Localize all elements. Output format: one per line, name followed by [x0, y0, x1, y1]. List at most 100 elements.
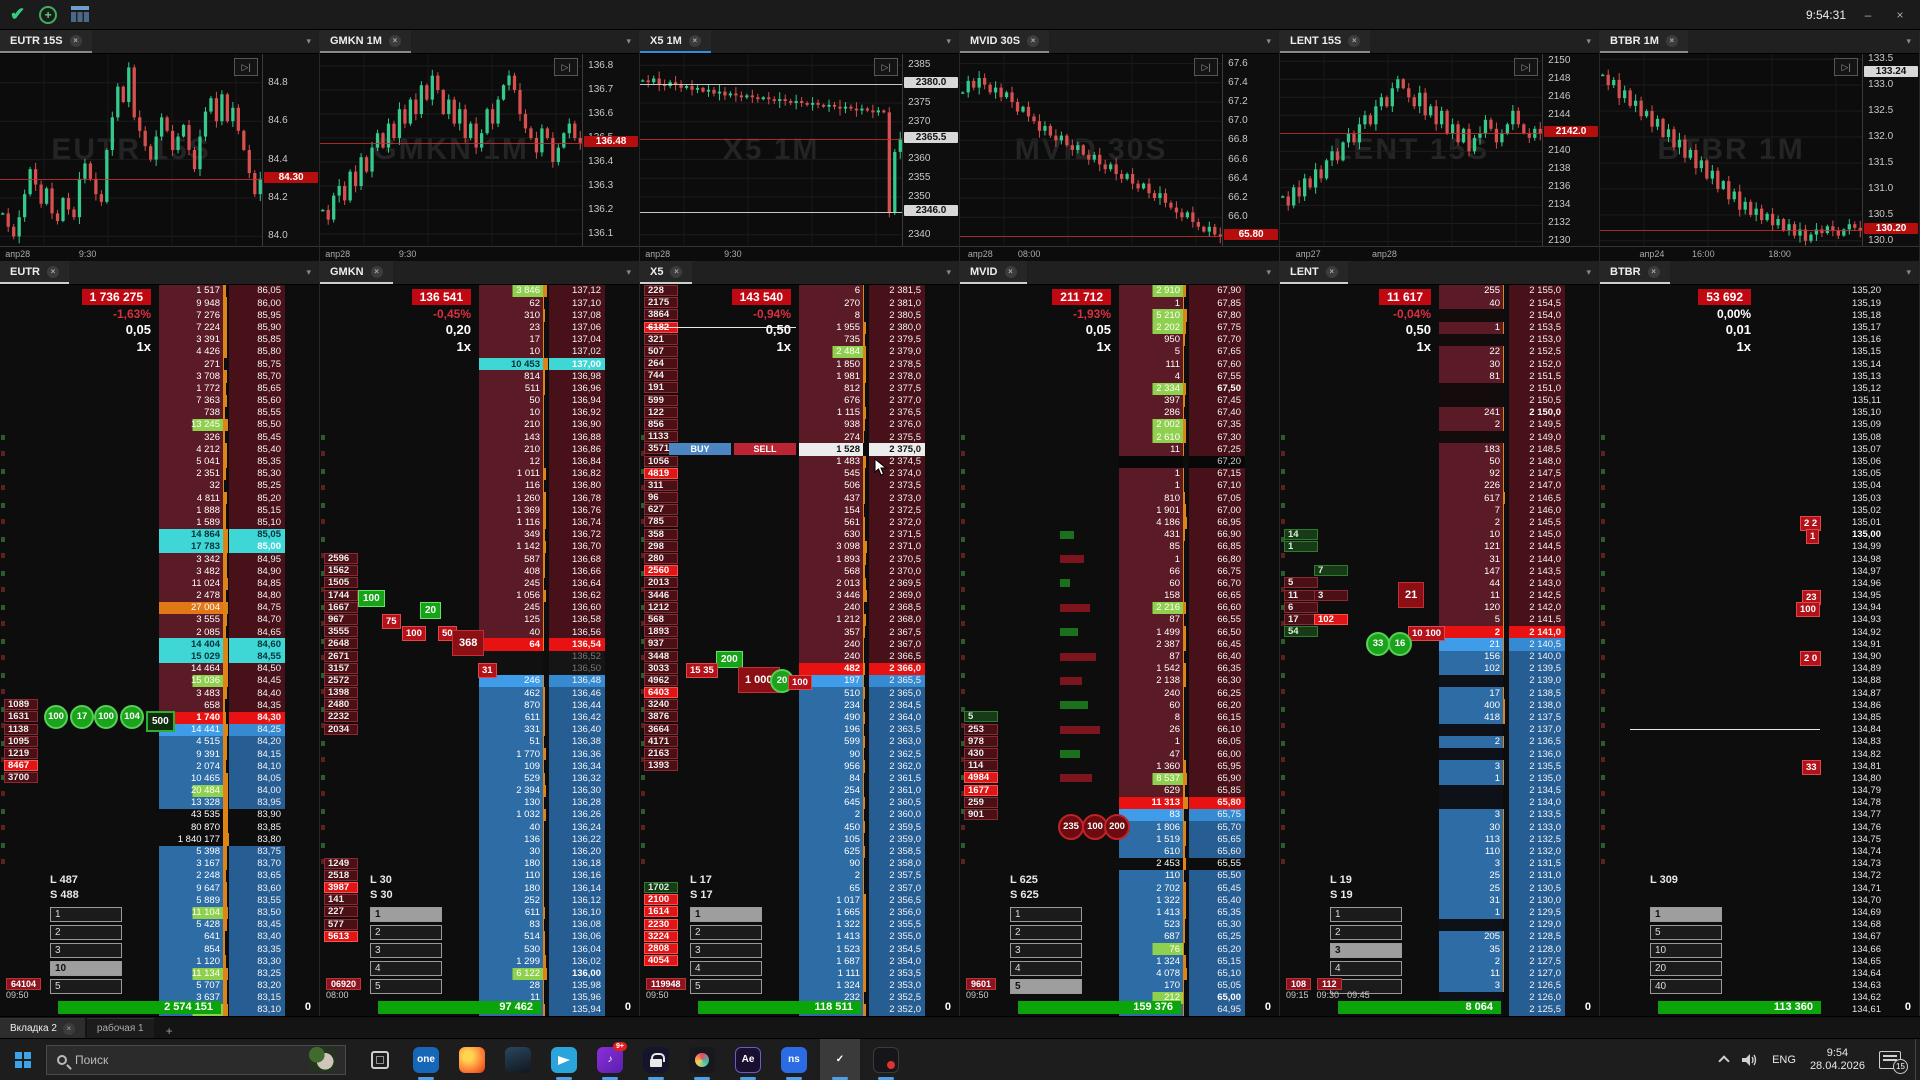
volume-cell[interactable]: 50: [1439, 455, 1503, 468]
price-cell[interactable]: 65,30: [1189, 918, 1245, 931]
price-cell[interactable]: 2 152,0: [1509, 358, 1565, 371]
volume-cell[interactable]: 85: [1119, 540, 1183, 554]
ladder-row[interactable]: 1 665 2 356,0: [799, 906, 925, 919]
price-cell[interactable]: 2 149,0: [1509, 431, 1565, 444]
start-button[interactable]: [0, 1039, 46, 1080]
price-cell[interactable]: 135,15: [1851, 346, 1881, 358]
ladder-row[interactable]: 1 528 2 375,0: [799, 443, 925, 456]
volume-cell[interactable]: 197: [799, 675, 863, 688]
ladder-row[interactable]: 134,97: [1759, 565, 1885, 577]
volume-cell[interactable]: [1439, 394, 1503, 407]
price-cell[interactable]: 2 139,5: [1509, 662, 1565, 675]
price-cell[interactable]: 67,45: [1189, 394, 1245, 407]
ladder-row[interactable]: 84 2 361,5: [799, 772, 925, 785]
volume-cell[interactable]: [1759, 346, 1823, 358]
price-cell[interactable]: 134,70: [1851, 894, 1881, 906]
ladder-row[interactable]: 1 901 67,00: [1119, 504, 1245, 517]
ladder-row[interactable]: 196 2 363,5: [799, 723, 925, 736]
volume-cell[interactable]: 9 647: [159, 882, 223, 895]
ladder-row[interactable]: 111 67,60: [1119, 358, 1245, 371]
taskbar-app-task-view[interactable]: [360, 1039, 400, 1080]
price-cell[interactable]: 2 367,0: [869, 638, 925, 651]
ladder-row[interactable]: 854 83,35: [159, 943, 285, 956]
volume-cell[interactable]: 245: [479, 577, 543, 590]
ladder-row[interactable]: 62 137,10: [479, 297, 605, 310]
close-icon[interactable]: ×: [1027, 34, 1040, 47]
ladder-row[interactable]: 4 212 85,40: [159, 443, 285, 456]
price-cell[interactable]: 134,64: [1851, 967, 1881, 979]
volume-cell[interactable]: 5 889: [159, 894, 223, 907]
ladder-row[interactable]: 135,05: [1759, 468, 1885, 480]
ladder-row[interactable]: 135,18: [1759, 309, 1885, 321]
price-cell[interactable]: 85,90: [229, 321, 285, 334]
ladder-row[interactable]: 10 453 137,00: [479, 358, 605, 371]
price-cell[interactable]: 83,25: [229, 967, 285, 980]
ladder-row[interactable]: 158 66,65: [1119, 589, 1245, 602]
volume-cell[interactable]: 170: [1119, 979, 1183, 992]
ladder-row[interactable]: 102 2 139,5: [1439, 662, 1565, 675]
volume-cell[interactable]: 25: [1439, 870, 1503, 883]
price-cell[interactable]: 83,45: [229, 918, 285, 931]
price-cell[interactable]: 136,84: [549, 455, 605, 468]
volume-cell[interactable]: 254: [799, 784, 863, 797]
volume-cell[interactable]: 2 074: [159, 760, 223, 773]
volume-cell[interactable]: 1 523: [799, 943, 863, 956]
price-cell[interactable]: 136,72: [549, 528, 605, 541]
price-cell[interactable]: 84,95: [229, 553, 285, 566]
ladder-row[interactable]: 134,82: [1759, 748, 1885, 760]
price-cell[interactable]: 137,10: [549, 297, 605, 310]
volume-cell[interactable]: [1759, 553, 1823, 565]
ladder-row[interactable]: 1 369 136,76: [479, 504, 605, 517]
volume-cell[interactable]: 44: [1439, 577, 1503, 590]
ladder-row[interactable]: 4 426 85,80: [159, 345, 285, 359]
price-cell[interactable]: 67,70: [1189, 333, 1245, 346]
ladder-row[interactable]: 349 136,72: [479, 528, 605, 541]
ladder-row[interactable]: 400 2 138,0: [1439, 699, 1565, 712]
close-icon[interactable]: ×: [1325, 265, 1338, 278]
chart-tab-btbr[interactable]: BTBR 1M ×: [1600, 30, 1688, 53]
price-cell[interactable]: 83,55: [229, 894, 285, 907]
price-cell[interactable]: 85,30: [229, 467, 285, 480]
price-cell[interactable]: 136,34: [549, 760, 605, 773]
price-cell[interactable]: 134,77: [1851, 809, 1881, 821]
volume-cell[interactable]: 1 740: [159, 711, 223, 724]
price-cell[interactable]: 83,60: [229, 882, 285, 895]
table-view-icon[interactable]: [71, 5, 90, 24]
price-cell[interactable]: 136,50: [549, 662, 605, 675]
price-cell[interactable]: 134,91: [1851, 638, 1881, 650]
volume-cell[interactable]: 2: [799, 809, 863, 822]
taskbar-app-editor[interactable]: [682, 1039, 722, 1080]
ladder-row[interactable]: 110 2 132,0: [1439, 845, 1565, 858]
ladder-row[interactable]: 738 85,55: [159, 406, 285, 420]
volume-icon[interactable]: [1742, 1053, 1758, 1067]
ladder-row[interactable]: 2 136,0: [1439, 748, 1565, 761]
price-cell[interactable]: 134,81: [1851, 760, 1881, 772]
ladder-row[interactable]: 12 136,84: [479, 455, 605, 468]
volume-cell[interactable]: [1439, 675, 1503, 688]
ladder-row[interactable]: 3 846 137,12: [479, 285, 605, 298]
price-cell[interactable]: 66,95: [1189, 516, 1245, 529]
volume-cell[interactable]: 245: [479, 601, 543, 615]
ladder-row[interactable]: 125 136,58: [479, 614, 605, 627]
volume-cell[interactable]: 80 870: [190, 821, 220, 833]
chart-plot-mvid[interactable]: MVID 30S ▷|: [960, 54, 1223, 246]
ladder-row[interactable]: 1 740 84,30: [159, 711, 285, 724]
ladder-row[interactable]: 3 483 84,40: [159, 687, 285, 700]
volume-cell[interactable]: [1759, 638, 1823, 650]
volume-cell[interactable]: 4 078: [1119, 967, 1183, 980]
price-cell[interactable]: 2 363,0: [869, 735, 925, 749]
volume-cell[interactable]: 4 811: [159, 492, 223, 505]
volume-cell[interactable]: 83: [479, 918, 543, 931]
price-cell[interactable]: 2 140,5: [1509, 638, 1565, 651]
volume-cell[interactable]: [1439, 784, 1503, 797]
price-cell[interactable]: 84,10: [229, 760, 285, 773]
price-cell[interactable]: 65,35: [1189, 906, 1245, 919]
volume-cell[interactable]: 2 202: [1119, 321, 1183, 334]
ladder-row[interactable]: 20 484 84,00: [159, 784, 285, 797]
chart-price-axis-x5[interactable]: 2385 2375 2370 2360 2355 2350 2340 2380.0 2365.5…: [902, 54, 959, 246]
volume-cell[interactable]: 357: [799, 626, 863, 639]
ladder-row[interactable]: 135,08: [1759, 431, 1885, 443]
price-cell[interactable]: 134,96: [1851, 577, 1881, 589]
